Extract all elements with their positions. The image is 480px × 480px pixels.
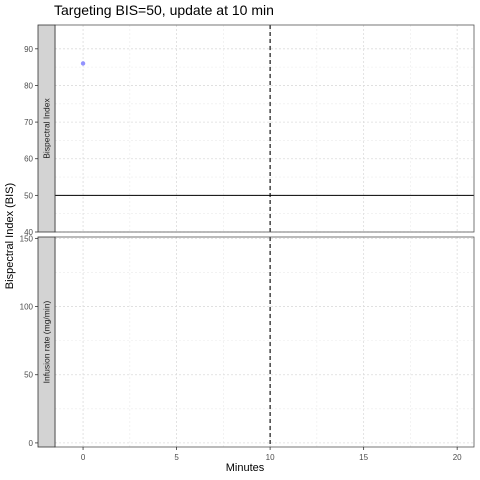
x-tick-label: 10 <box>266 453 275 462</box>
facet-strip-label-1: Infusion rate (mg/min) <box>42 300 52 383</box>
y-tick-label: 100 <box>20 303 34 312</box>
y-tick-label: 0 <box>29 439 34 448</box>
x-tick-label: 0 <box>81 453 86 462</box>
y-tick-label: 50 <box>24 191 33 200</box>
y-tick-label: 150 <box>20 234 34 243</box>
x-tick-label: 20 <box>453 453 462 462</box>
x-axis-label: Minutes <box>225 462 265 474</box>
facet-strip-1 <box>37 236 56 448</box>
x-tick-label: 5 <box>174 453 179 462</box>
y-tick-label: 40 <box>24 228 33 237</box>
facet-strip-label-0: Bispectral Index <box>42 98 52 159</box>
y-tick-label: 60 <box>24 155 33 164</box>
facet-strip-0 <box>37 24 56 233</box>
data-point <box>80 61 86 66</box>
y-tick-label: 90 <box>24 45 33 54</box>
y-tick-label: 70 <box>24 118 33 127</box>
chart-title: Targeting BIS=50, update at 10 min <box>54 2 274 18</box>
panel-background-0 <box>55 25 474 232</box>
panel-background-1 <box>55 237 474 447</box>
x-tick-label: 15 <box>359 453 368 462</box>
y-tick-label: 50 <box>24 371 33 380</box>
y-tick-label: 80 <box>24 81 33 90</box>
